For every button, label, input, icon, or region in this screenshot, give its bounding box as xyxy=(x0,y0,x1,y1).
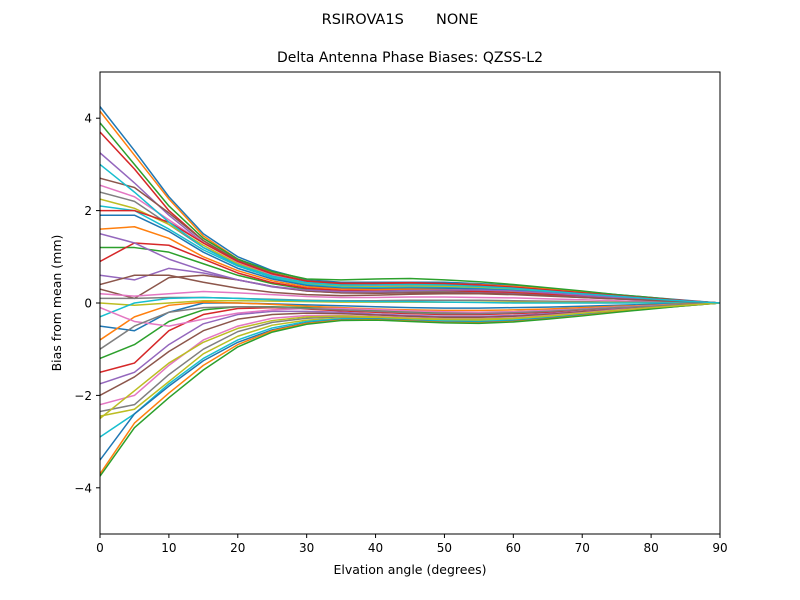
x-axis-label: Elvation angle (degrees) xyxy=(333,562,486,577)
series-layer xyxy=(100,106,720,477)
x-tick-label: 40 xyxy=(368,541,383,555)
x-tick-label: 70 xyxy=(575,541,590,555)
series-line-40 xyxy=(100,163,720,304)
series-line-21 xyxy=(100,302,720,332)
series-line-33 xyxy=(100,302,720,477)
series-line-3 xyxy=(100,122,720,304)
y-tick-label: 2 xyxy=(84,204,92,218)
x-tick-label: 90 xyxy=(712,541,727,555)
y-tick-label: −2 xyxy=(74,389,92,403)
x-axis: 0 10 20 30 40 50 60 70 80 90 xyxy=(96,534,728,555)
y-axis: −4 −2 0 2 4 xyxy=(74,112,100,495)
x-tick-label: 10 xyxy=(161,541,176,555)
y-tick-label: −4 xyxy=(74,481,92,495)
x-tick-label: 30 xyxy=(299,541,314,555)
series-line-36 xyxy=(100,274,720,304)
x-tick-label: 80 xyxy=(643,541,658,555)
y-axis-label: Bias from mean (mm) xyxy=(49,235,64,372)
series-line-39 xyxy=(100,302,720,420)
figure-suptitle: RSIROVA1S NONE xyxy=(322,12,479,28)
y-tick-label: 4 xyxy=(84,112,92,126)
x-tick-label: 50 xyxy=(437,541,452,555)
x-tick-label: 60 xyxy=(506,541,521,555)
y-tick-label: 0 xyxy=(84,297,92,311)
chart-title: Delta Antenna Phase Biases: QZSS-L2 xyxy=(277,50,543,66)
series-line-22 xyxy=(100,301,720,341)
series-line-20 xyxy=(100,296,720,318)
series-line-35 xyxy=(100,232,720,304)
series-line-38 xyxy=(100,302,720,350)
series-line-17 xyxy=(100,290,720,304)
x-tick-label: 0 xyxy=(96,541,104,555)
x-tick-label: 20 xyxy=(230,541,245,555)
